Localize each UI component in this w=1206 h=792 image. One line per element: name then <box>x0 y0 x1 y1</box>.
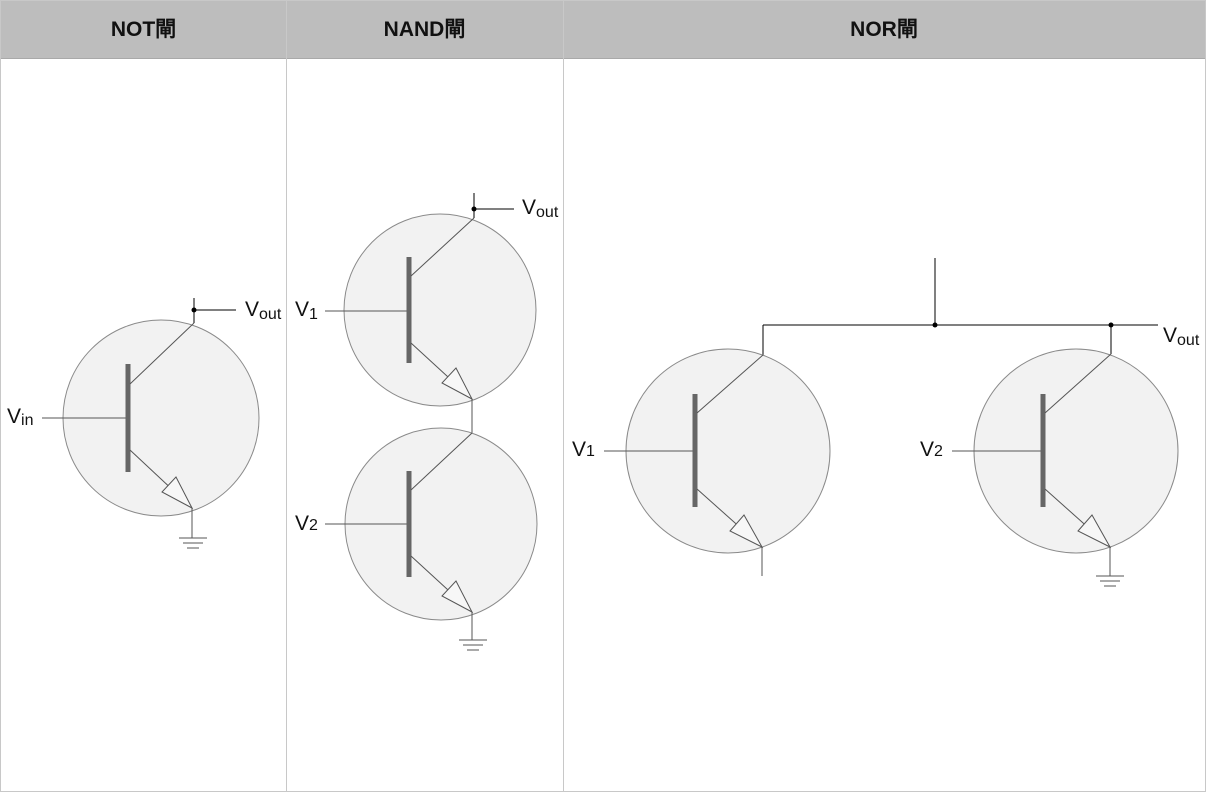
column-divider-2 <box>563 1 564 791</box>
nand-vout-junction-dot <box>471 206 477 212</box>
not-vout-junction-dot <box>191 307 197 313</box>
not-collector-line <box>129 322 195 385</box>
nor-ground-icon <box>1096 575 1124 587</box>
nand-v2-label: V2 <box>295 512 318 535</box>
not-emitter-arrow-icon <box>161 476 194 510</box>
nor-collector-1-line <box>696 354 764 414</box>
nor-collector-2-line <box>1044 353 1112 414</box>
nor-junction-dot-1 <box>932 322 938 328</box>
nor-junction-dot-2 <box>1108 322 1114 328</box>
header-nand-gate: NAND閘 <box>383 18 466 41</box>
nand-collector-1-line <box>410 217 475 277</box>
nand-collector-2-line <box>410 432 473 491</box>
not-ground-icon <box>179 537 207 549</box>
nor-emitter-arrow-1-icon <box>729 514 764 549</box>
nand-vout-label: Vout <box>522 196 559 221</box>
column-divider-1 <box>286 1 287 791</box>
header-nor-gate: NOR閘 <box>850 18 918 41</box>
not-vout-label: Vout <box>245 298 282 323</box>
nor-vout-label: Vout <box>1163 324 1200 349</box>
nor-emitter-arrow-2-icon <box>1077 514 1112 549</box>
nand-emitter-arrow-1-icon <box>441 367 474 401</box>
nor-v2-label: V2 <box>920 438 943 461</box>
header-not-gate: NOT閘 <box>110 18 177 41</box>
table-header-row: NOT閘 NAND閘 NOR閘 <box>1 1 1205 59</box>
nand-gate-circuit: Vout V1 V2 <box>295 193 559 651</box>
nor-gate-circuit: Vout V1 V2 <box>572 258 1200 587</box>
nand-emitter-arrow-2-icon <box>441 580 474 614</box>
nand-transistor-1-body <box>343 213 537 407</box>
nor-v1-label: V1 <box>572 438 595 461</box>
not-vin-label: Vin <box>7 405 33 429</box>
nand-v1-label: V1 <box>295 298 318 323</box>
nand-ground-icon <box>459 639 487 651</box>
not-gate-circuit: Vout Vin <box>7 298 282 549</box>
